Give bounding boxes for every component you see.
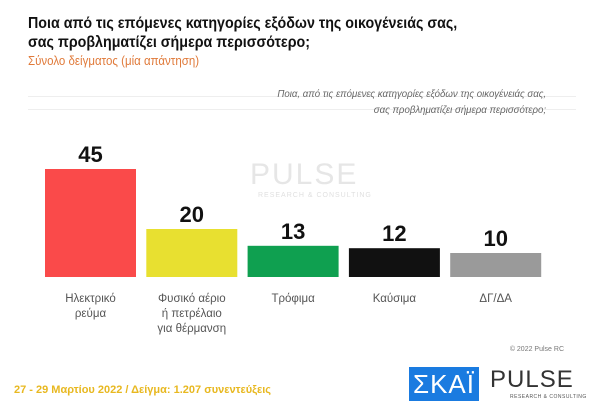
- category-label: Ηλεκτρικό ρεύμα: [36, 292, 146, 322]
- watermark-brand: PULSE: [250, 158, 359, 191]
- category-label-line: Τρόφιμα: [271, 293, 315, 305]
- category-label: Φυσικό αέριο ή πετρέλαιο για θέρμανση: [137, 292, 247, 337]
- subtitle: Σύνολο δείγματος (μία απάντηση): [28, 54, 200, 68]
- bar: [45, 169, 136, 277]
- category-label: ΔΓ/ΔΑ: [441, 292, 551, 307]
- category-label-line: Ηλεκτρικό: [65, 293, 116, 305]
- pulse-logo: PULSE: [490, 366, 574, 393]
- data-label: 13: [281, 219, 305, 244]
- data-label: 20: [180, 202, 204, 227]
- pulse-logo-tagline: RESEARCH & CONSULTING: [510, 394, 587, 400]
- watermark-tagline: RESEARCH & CONSULTING: [258, 192, 372, 199]
- copyright: © 2022 Pulse RC: [509, 346, 564, 353]
- category-label-line: Φυσικό αέριο: [158, 293, 226, 305]
- divider: [28, 109, 576, 110]
- question-note: Ποια, από τις επόμενες κατηγορίες εξόδων…: [277, 86, 546, 118]
- category-label: Καύσιμα: [339, 292, 449, 307]
- category-label-line: για θέρμανση: [157, 323, 227, 335]
- divider: [28, 96, 576, 97]
- category-label-line: ΔΓ/ΔΑ: [479, 293, 512, 305]
- note-line: Ποια, από τις επόμενες κατηγορίες εξόδων…: [277, 88, 546, 100]
- data-label: 10: [483, 226, 507, 251]
- title-line: Ποια από τις επόμενες κατηγορίες εξόδων …: [28, 15, 458, 32]
- category-label-line: ή πετρέλαιο: [161, 308, 222, 320]
- data-label: 45: [78, 142, 102, 167]
- bar: [146, 229, 238, 277]
- title-line: σας προβληματίζει σήμερα περισσότερο;: [28, 34, 310, 51]
- category-label-line: Καύσιμα: [372, 293, 417, 305]
- skai-logo: ΣΚΑΪ: [409, 367, 479, 401]
- note-line: σας προβληματίζει σήμερα περισσότερο;: [373, 104, 546, 116]
- category-label: Τρόφιμα: [238, 292, 348, 307]
- chart-title: Ποια από τις επόμενες κατηγορίες εξόδων …: [28, 14, 457, 52]
- bar: [348, 248, 440, 277]
- bar: [450, 253, 542, 277]
- category-label-line: ρεύμα: [74, 308, 107, 320]
- data-label: 12: [382, 221, 406, 246]
- bar: [247, 245, 339, 277]
- footer-text: 27 - 29 Μαρτίου 2022 / Δείγμα: 1.207 συν…: [14, 384, 272, 396]
